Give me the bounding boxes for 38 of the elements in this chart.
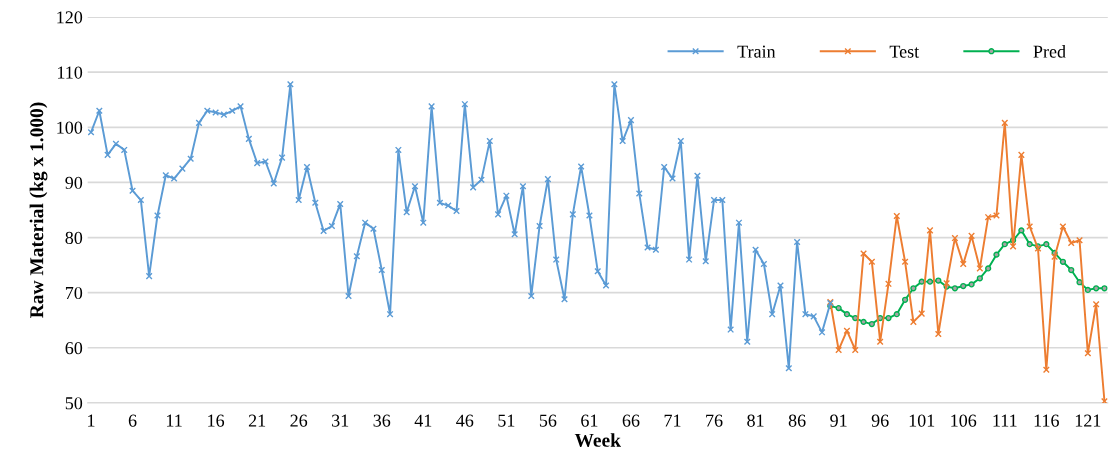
- x-tick-label: 96: [871, 414, 889, 427]
- x-tick-label: 81: [747, 414, 764, 427]
- x-tick-label: 56: [539, 414, 557, 427]
- x-tick-label: 11: [166, 414, 182, 427]
- x-tick-label: 36: [373, 414, 391, 427]
- x-tick-label: 46: [456, 414, 474, 427]
- x-tick-label: 116: [1034, 414, 1059, 427]
- x-tick-label: 31: [332, 414, 349, 427]
- x-tick-label: 41: [414, 414, 432, 427]
- x-tick-label: 51: [498, 414, 515, 427]
- y-tick-label: 90: [65, 176, 83, 189]
- x-tick-label: 111: [993, 414, 1017, 427]
- y-tick-label: 50: [65, 397, 83, 410]
- x-tick-label: 1: [88, 414, 95, 427]
- x-tick-label: 21: [248, 414, 266, 427]
- x-tick-label: 101: [909, 414, 935, 427]
- x-tick-label: 71: [664, 414, 681, 427]
- x-tick-label: 76: [706, 414, 723, 427]
- y-tick-label: 120: [57, 11, 83, 24]
- x-tick-label: 66: [622, 414, 640, 427]
- y-tick-label: 60: [65, 342, 83, 355]
- x-tick-label: 16: [208, 414, 225, 427]
- x-tick-label: 6: [128, 414, 137, 427]
- x-tick-label: 61: [581, 414, 598, 427]
- x-tick-label: 86: [788, 414, 806, 427]
- x-tick-label: 91: [830, 414, 847, 427]
- legend-label: Test: [889, 45, 920, 58]
- x-axis-title: Week: [574, 433, 621, 447]
- x-tick-label: 121: [1075, 414, 1101, 427]
- y-tick-label: 80: [65, 231, 83, 244]
- y-axis-title: Raw Material (kg x 1.000): [29, 102, 48, 318]
- x-tick-label: 106: [951, 414, 977, 427]
- y-tick-label: 70: [65, 286, 83, 300]
- legend-label: Train: [737, 45, 776, 58]
- y-tick-label: 110: [58, 66, 83, 79]
- x-tick-label: 26: [290, 414, 308, 427]
- legend-label: Pred: [1033, 45, 1066, 58]
- y-tick-label: 100: [57, 121, 83, 134]
